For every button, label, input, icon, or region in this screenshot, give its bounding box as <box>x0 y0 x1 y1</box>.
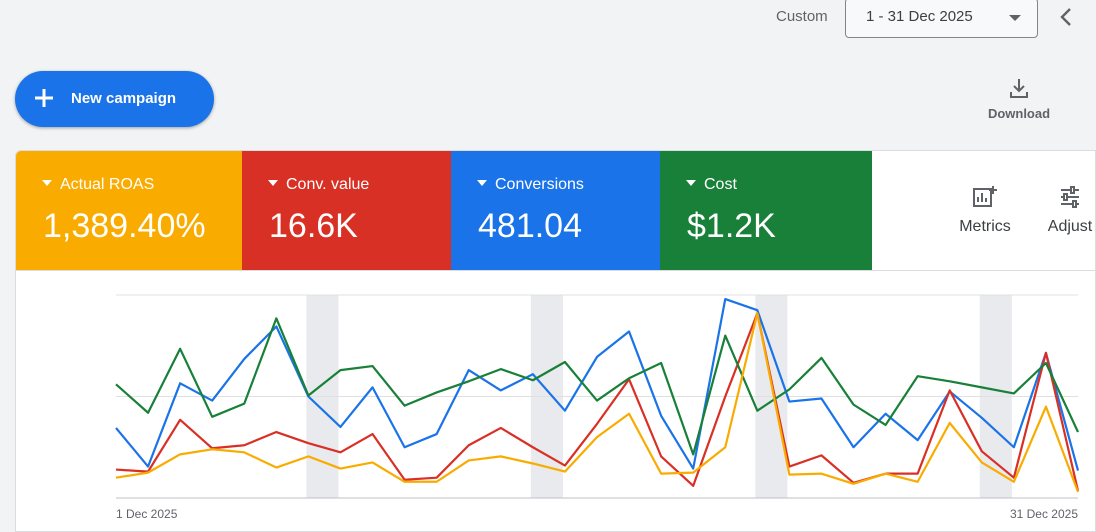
tune-icon <box>1061 186 1079 208</box>
metric-label: Cost <box>704 176 737 193</box>
metric-name-cost: Cost <box>686 176 737 194</box>
metric-value-cost: $1.2K <box>687 207 776 245</box>
metrics-button[interactable]: Metrics <box>950 185 1020 236</box>
metrics-label: Metrics <box>959 218 1011 235</box>
date-range-select[interactable]: 1 - 31 Dec 2025 <box>845 0 1038 38</box>
metric-name-conv-value: Conv. value <box>268 176 369 194</box>
dropdown-arrow-icon <box>1009 15 1021 21</box>
series-line-1[interactable] <box>115 312 1080 492</box>
metric-name-conversions: Conversions <box>477 176 584 194</box>
download-icon <box>1010 79 1028 98</box>
dropdown-arrow-icon <box>477 179 487 186</box>
adjust-button[interactable]: Adjust <box>1040 185 1095 236</box>
chevron-left-icon[interactable] <box>1054 4 1080 30</box>
dropdown-arrow-icon <box>686 179 696 186</box>
divider <box>16 270 1095 271</box>
metric-label: Actual ROAS <box>60 176 155 193</box>
x-tick-label: 1 Dec 2025 <box>116 507 178 521</box>
metric-value-roas: 1,389.40% <box>43 207 206 245</box>
series-line-3[interactable] <box>115 312 1080 493</box>
metric-label: Conversions <box>495 176 584 193</box>
metric-value-conversions: 481.04 <box>478 207 582 245</box>
download-button[interactable]: Download <box>982 76 1056 126</box>
range-type-label: Custom <box>776 8 828 25</box>
dropdown-arrow-icon <box>268 179 278 186</box>
metric-tile-conversions[interactable]: Conversions 481.04 <box>451 151 660 270</box>
metric-name-roas: Actual ROAS <box>42 176 154 194</box>
performance-card: Actual ROAS 1,389.40% Conv. value 16.6K … <box>15 150 1096 532</box>
metric-tile-cost[interactable]: Cost $1.2K <box>660 151 872 270</box>
add-chart-icon <box>973 186 997 207</box>
dropdown-arrow-icon <box>42 179 52 186</box>
new-campaign-button[interactable]: New campaign <box>15 71 214 127</box>
new-campaign-label: New campaign <box>71 90 177 107</box>
performance-line-chart: 1 Dec 2025 31 Dec 2025 <box>115 294 1080 521</box>
metric-value-conv-value: 16.6K <box>269 207 358 245</box>
series-line-0[interactable] <box>115 297 1080 471</box>
date-range-value: 1 - 31 Dec 2025 <box>866 8 973 25</box>
plus-icon <box>35 89 53 107</box>
metric-tile-conv-value[interactable]: Conv. value 16.6K <box>242 151 451 270</box>
x-tick-label: 31 Dec 2025 <box>1010 507 1078 521</box>
metric-tile-roas[interactable]: Actual ROAS 1,389.40% <box>16 151 242 270</box>
download-label: Download <box>987 106 1051 121</box>
series-line-2[interactable] <box>115 317 1079 456</box>
adjust-label: Adjust <box>1047 218 1093 235</box>
metric-label: Conv. value <box>286 176 370 193</box>
